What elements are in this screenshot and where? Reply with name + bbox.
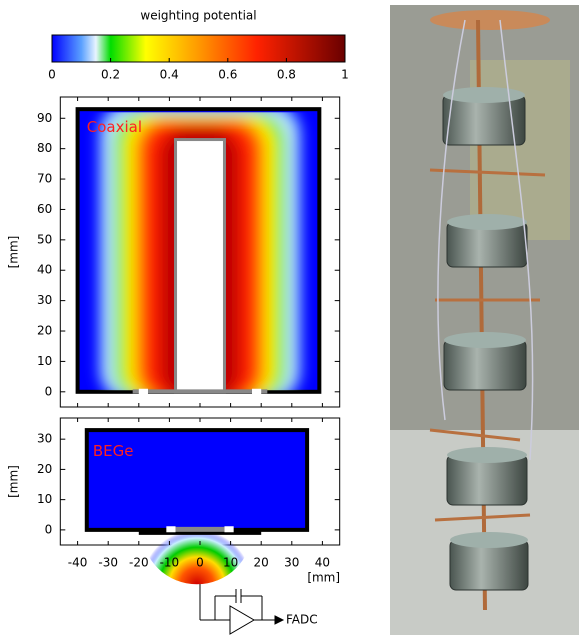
y-tick-label: 60 — [37, 202, 52, 216]
y-tick-label: 50 — [37, 232, 52, 246]
x-tick-label: 0.8 — [277, 68, 296, 82]
colorbar — [52, 35, 345, 62]
y-axis-label: [mm] — [7, 236, 21, 269]
x-tick-label: -10 — [160, 556, 180, 570]
x-tick-label: 1 — [341, 68, 349, 82]
y-tick-label: 40 — [37, 263, 52, 277]
y-tick-label: 0 — [45, 522, 53, 536]
x-tick-label: 0.2 — [101, 68, 120, 82]
colorbar-title: weighting potential — [140, 9, 256, 23]
figure: FADC weighting potential 0 0.2 0.4 0.6 0.8 1 Co… — [0, 0, 579, 635]
x-tick-label: 0 — [196, 556, 204, 570]
contact — [176, 527, 225, 532]
x-tick-label: 20 — [254, 556, 269, 570]
detector-label: BEGe — [93, 442, 134, 460]
y-tick-label: 10 — [37, 354, 52, 368]
contact — [133, 389, 268, 393]
x-tick-label: 0.6 — [218, 68, 237, 82]
y-tick-label: 70 — [37, 172, 52, 186]
y-tick-label: 90 — [37, 111, 52, 125]
x-axis-label: [mm] — [307, 571, 340, 585]
groove — [224, 526, 233, 532]
groove — [139, 389, 148, 395]
y-tick-label: 30 — [37, 293, 52, 307]
detector-photo — [390, 5, 579, 635]
fadc-label: FADC — [286, 613, 318, 627]
x-tick-label: -30 — [98, 556, 118, 570]
x-tick-label: 40 — [315, 556, 330, 570]
y-tick-label: 20 — [37, 324, 52, 338]
potential-map — [78, 103, 320, 401]
groove — [166, 526, 175, 532]
y-tick-label: 20 — [37, 462, 52, 476]
x-tick-label: 0 — [48, 68, 56, 82]
y-tick-label: 0 — [45, 384, 53, 398]
x-tick-label: -20 — [129, 556, 149, 570]
x-tick-label: 0.4 — [160, 68, 179, 82]
y-tick-label: 10 — [37, 492, 52, 506]
groove — [252, 389, 261, 395]
y-tick-label: 80 — [37, 141, 52, 155]
detector-label: Coaxial — [87, 118, 142, 136]
bore-hole — [176, 140, 225, 392]
x-tick-label: 10 — [223, 556, 238, 570]
y-axis-label: [mm] — [7, 465, 21, 498]
x-tick-label: -40 — [68, 556, 88, 570]
x-tick-label: 30 — [284, 556, 299, 570]
y-tick-label: 30 — [37, 432, 52, 446]
